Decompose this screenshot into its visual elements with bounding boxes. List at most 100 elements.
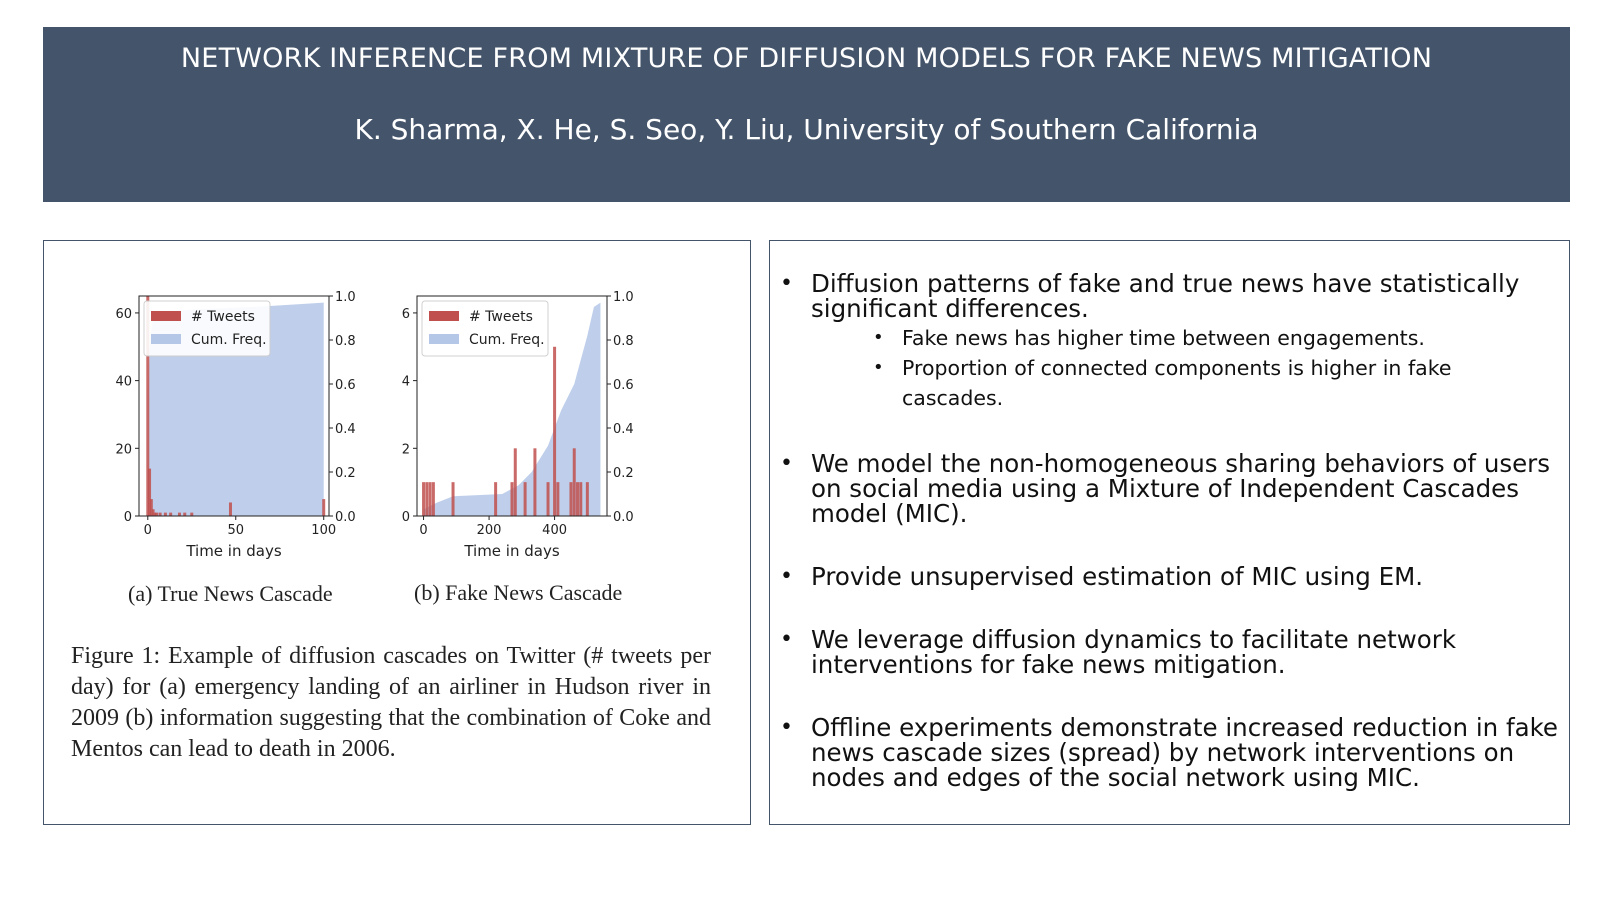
bullet-text: We model the non-homogeneous sharing beh… [811, 449, 1551, 528]
legend-label-cum: Cum. Freq. [469, 332, 545, 348]
tweet-bar [553, 346, 557, 516]
tweet-bar [163, 512, 167, 516]
y-tick-label: 4 [402, 375, 410, 390]
tweet-bar [148, 468, 152, 516]
subcaption-b: (b) Fake News Cascade [414, 580, 623, 605]
tweet-bar [576, 482, 580, 516]
tweet-bar [572, 448, 576, 516]
tweet-bar [190, 512, 194, 516]
bullet-dot: • [780, 451, 793, 476]
tweet-bar [183, 512, 187, 516]
tweet-bar [422, 482, 426, 516]
tweet-bar [523, 482, 527, 516]
subcaption-a: (a) True News Cascade [128, 581, 333, 606]
y2-tick-label: 1.0 [613, 291, 634, 305]
tweet-bar [146, 296, 150, 516]
y-tick-label: 6 [402, 307, 410, 322]
x-tick-label: 200 [477, 523, 502, 538]
y2-tick-label: 0.4 [335, 422, 356, 437]
tweet-bar [431, 482, 435, 516]
bullet-text: Provide unsupervised estimation of MIC u… [811, 562, 1423, 591]
y2-tick-label: 0.2 [613, 466, 634, 481]
y-tick-label: 0 [402, 510, 410, 525]
legend-swatch-tweets [429, 311, 459, 321]
bullet-dot: • [780, 627, 793, 652]
legend-swatch-cum [429, 334, 459, 344]
true-news-chart: 0 20 40 60 0.0 0.2 0.4 0.6 0.8 1.0 0 50 100 Time in d… [115, 291, 356, 560]
bullets-panel: • Diffusion patterns of fake and true new… [769, 240, 1570, 825]
tweet-bar [228, 502, 232, 516]
tweet-bar [169, 512, 173, 516]
y2-tick-label: 0.0 [613, 510, 634, 525]
tweet-bar [149, 499, 153, 516]
y2-tick-label: 0.8 [613, 334, 634, 349]
bullet-text: Diffusion patterns of fake and true news… [811, 269, 1520, 323]
bullet-dot: • [780, 271, 793, 296]
tweet-bar [451, 482, 455, 516]
tweet-bar [425, 482, 429, 516]
legend-label-cum: Cum. Freq. [191, 332, 267, 348]
tweet-bar [322, 499, 326, 516]
bullet-dot: • [780, 564, 793, 589]
bullet-item: • Diffusion patterns of fake and true new… [780, 271, 1559, 413]
fake-news-chart: 0 2 4 6 0.0 0.2 0.4 0.6 0.8 1.0 0 200 400 Time in day… [402, 291, 634, 560]
sub-bullet-item: • Proportion of connected components is h… [811, 353, 1559, 413]
sub-bullet-item: • Fake news has higher time between engag… [811, 323, 1559, 353]
tweet-bar [158, 512, 162, 516]
figure-panel: 0 20 40 60 0.0 0.2 0.4 0.6 0.8 1.0 0 50 100 Time in d… [43, 240, 751, 825]
tweet-bar [579, 482, 583, 516]
poster-authors: K. Sharma, X. He, S. Seo, Y. Liu, Univer… [354, 113, 1259, 146]
bullet-text: We leverage diffusion dynamics to facili… [811, 625, 1457, 679]
sub-bullet-text: Fake news has higher time between engage… [902, 326, 1425, 350]
tweet-bar [153, 512, 157, 516]
y-tick-label: 0 [124, 510, 132, 525]
x-tick-label: 400 [542, 523, 567, 538]
bullet-item: • We model the non-homogeneous sharing be… [780, 451, 1559, 526]
sub-bullet-dot: • [873, 327, 884, 348]
bullet-item: • Provide unsupervised estimation of MIC … [780, 564, 1559, 589]
tweet-bar [569, 482, 573, 516]
tweet-bar [494, 482, 498, 516]
tweet-bar [585, 482, 589, 516]
sub-bullet-text: Proportion of connected components is hi… [902, 356, 1452, 410]
x-tick-label: 0 [144, 523, 152, 538]
title-banner: NETWORK INFERENCE FROM MIXTURE OF DIFFUS… [43, 27, 1570, 202]
y2-tick-label: 0.2 [335, 466, 356, 481]
tweet-bar [428, 482, 432, 516]
x-tick-label: 50 [227, 523, 244, 538]
tweet-bar [556, 482, 560, 516]
y2-tick-label: 1.0 [335, 291, 356, 305]
x-tick-label: 100 [311, 523, 336, 538]
tweet-bar [546, 482, 550, 516]
y2-tick-label: 0.0 [335, 510, 356, 525]
cum-freq-area [423, 302, 601, 516]
figure-caption: Figure 1: Example of diffusion cascades … [71, 643, 711, 762]
y-tick-label: 2 [402, 442, 410, 457]
bullet-list: • Diffusion patterns of fake and true new… [780, 271, 1559, 828]
y-tick-label: 60 [115, 307, 132, 322]
x-axis-label: Time in days [185, 542, 282, 560]
y-tick-label: 40 [115, 375, 132, 390]
legend-swatch-tweets [151, 311, 181, 321]
legend-label-tweets: # Tweets [191, 309, 255, 325]
y2-tick-label: 0.6 [613, 378, 634, 393]
x-axis-label: Time in days [463, 542, 560, 560]
tweet-bar [151, 509, 155, 516]
legend-swatch-cum [151, 334, 181, 344]
tweet-bar [533, 448, 537, 516]
bullet-item: • Offline experiments demonstrate increas… [780, 715, 1559, 790]
bullet-dot: • [780, 715, 793, 740]
poster-title: NETWORK INFERENCE FROM MIXTURE OF DIFFUS… [180, 43, 1433, 74]
bullet-item: • We leverage diffusion dynamics to facil… [780, 627, 1559, 677]
plot-frame [416, 295, 608, 517]
sub-bullet-dot: • [873, 357, 884, 378]
y2-tick-label: 0.4 [613, 422, 634, 437]
x-tick-label: 0 [419, 523, 427, 538]
plot-frame [138, 295, 330, 517]
tweet-bar [155, 512, 159, 516]
y2-tick-label: 0.6 [335, 378, 356, 393]
y-tick-label: 20 [115, 442, 132, 457]
tweet-bar [177, 512, 181, 516]
tweet-bar [510, 482, 514, 516]
tweet-bar [513, 448, 517, 516]
